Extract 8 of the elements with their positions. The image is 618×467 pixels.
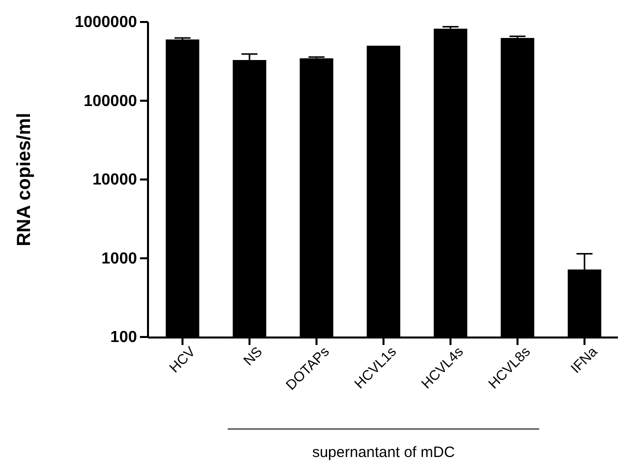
y-tick-label: 1000 [101, 250, 138, 268]
text: supernantant of mDC [312, 444, 455, 461]
y-axis-title: RNA copies/ml [14, 112, 35, 246]
x-tick-label: NS [240, 343, 266, 368]
y-tick-label: 100 [110, 329, 138, 346]
y-tick-label: 100000 [84, 92, 138, 110]
y-tick-label: 10000 [92, 172, 138, 189]
y-tick-label: 1000000 [74, 14, 138, 32]
